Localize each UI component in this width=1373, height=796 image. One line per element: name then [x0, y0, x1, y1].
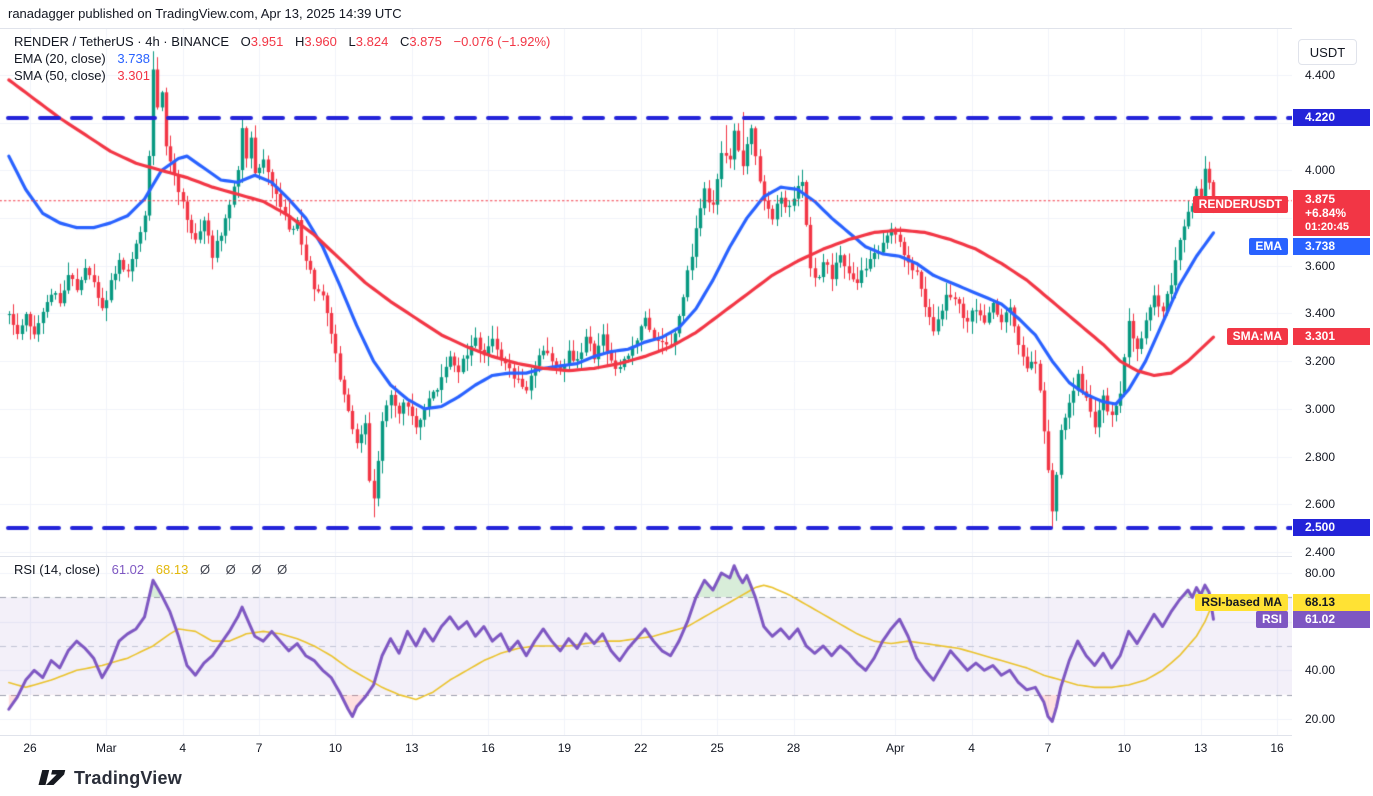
tradingview-brand-text: TradingView — [74, 767, 182, 788]
symbol-legend-row[interactable]: RENDER / TetherUS · 4h · BINANCE O3.951 … — [14, 33, 550, 50]
time-axis-tick: 13 — [1194, 741, 1208, 755]
footer-bar: TradingView — [0, 760, 1373, 796]
time-axis-separator — [0, 735, 1373, 736]
rsi-tag: RSI — [1255, 611, 1288, 629]
tradingview-logo-icon — [38, 770, 66, 785]
time-axis-tick: 26 — [23, 741, 37, 755]
rsi-axis-label: 80.00 — [1305, 566, 1336, 580]
price-axis-label: 2.400 — [1305, 544, 1336, 559]
bar-countdown: 01:20:45 — [1305, 221, 1350, 233]
price-axis-label: 3.600 — [1305, 258, 1336, 273]
sma-tag: SMA:MA — [1226, 328, 1288, 346]
time-axis-tick: 28 — [786, 741, 801, 755]
price-axis-label: 4.000 — [1305, 163, 1336, 178]
rsi-hidden-plots: Ø Ø Ø Ø — [199, 562, 294, 577]
ohlc-low-label: L — [348, 34, 356, 49]
ohlc-close-label: C — [399, 34, 410, 49]
price-axis-label: 3.000 — [1305, 401, 1336, 416]
time-axis-tick: 25 — [710, 741, 724, 755]
price-chart-canvas[interactable] — [0, 28, 1292, 735]
ohlc-close-value: 3.875 — [409, 34, 442, 49]
time-axis-tick: 7 — [255, 741, 263, 755]
rsi-label: RSI (14, close) — [14, 562, 100, 577]
ohlc-high-label: H — [294, 34, 305, 49]
rsi-value: 61.02 — [111, 562, 145, 577]
main-chart-legend: RENDER / TetherUS · 4h · BINANCE O3.951 … — [14, 33, 550, 84]
symbol-tag: RENDERUSDT — [1192, 196, 1288, 213]
ema-tag: EMA — [1249, 238, 1288, 255]
ema-label: EMA (20, close) — [14, 51, 106, 66]
time-axis-tick: 22 — [634, 741, 648, 755]
price-axis-label: 3.200 — [1305, 354, 1336, 369]
rsi-axis-label: 20.00 — [1305, 711, 1336, 726]
pane-separator[interactable] — [0, 556, 1292, 557]
ema-value: 3.738 — [117, 51, 150, 66]
currency-toggle-button[interactable]: USDT — [1298, 39, 1357, 65]
price-change-percent: +6.84% — [1305, 206, 1347, 220]
time-axis-tick: 10 — [328, 741, 343, 755]
rsi-legend[interactable]: RSI (14, close) 61.02 68.13 Ø Ø Ø Ø — [14, 562, 293, 577]
time-axis-tick: 7 — [1044, 741, 1052, 755]
ohlc-change: −0.076 (−1.92%) — [453, 34, 551, 49]
time-axis-tick: 16 — [481, 741, 495, 755]
sma-label: SMA (50, close) — [14, 68, 106, 83]
tradingview-brand[interactable]: TradingView — [34, 767, 182, 789]
time-axis-tick: 4 — [179, 741, 187, 755]
chart-top-separator — [0, 28, 1373, 29]
time-axis-tick: 19 — [557, 741, 572, 755]
last-price-value: 3.875 — [1305, 192, 1336, 206]
time-axis-tick: 10 — [1117, 741, 1132, 755]
ohlc-open-value: 3.951 — [250, 34, 284, 49]
time-axis-tick: 16 — [1270, 741, 1284, 755]
time-axis-tick: Mar — [96, 741, 117, 755]
rsi-ma-tag: RSI-based MA — [1195, 593, 1288, 611]
level-price-badge: 4.220 — [1293, 109, 1370, 126]
rsi-ma-value-badge: 68.13 — [1293, 593, 1370, 611]
last-price-badge: 3.875 +6.84% 01:20:45 — [1293, 190, 1370, 236]
ema-legend-row[interactable]: EMA (20, close) 3.738 — [14, 50, 550, 67]
price-axis-label: 4.400 — [1305, 68, 1336, 83]
price-axis-label: 2.800 — [1305, 449, 1336, 464]
price-axis-label: 2.600 — [1305, 497, 1336, 512]
price-axis-label: 3.400 — [1305, 306, 1336, 321]
time-axis-tick: Apr — [885, 741, 905, 755]
ohlc-high-value: 3.960 — [304, 34, 337, 49]
level-price-badge: 2.500 — [1293, 519, 1370, 537]
price-axis[interactable]: USDT 4.400 4.000 3.600 3.400 3.200 3.000 2.800… — [1292, 28, 1373, 760]
sma-legend-row[interactable]: SMA (50, close) 3.301 — [14, 67, 550, 84]
time-axis-tick: 4 — [968, 741, 975, 755]
sma-value: 3.301 — [117, 68, 150, 83]
symbol-title[interactable]: RENDER / TetherUS · 4h · BINANCE — [14, 34, 230, 49]
rsi-ma-value: 68.13 — [155, 562, 189, 577]
rsi-value-badge: 61.02 — [1293, 611, 1370, 629]
ema-value-badge: 3.738 — [1293, 238, 1370, 255]
rsi-axis-label: 40.00 — [1305, 663, 1336, 678]
ohlc-open-label: O — [240, 34, 251, 49]
time-axis[interactable]: 26 Mar 4 7 10 13 16 19 22 25 28 Apr 4 7 10 13 16 — [0, 735, 1292, 760]
sma-value-badge: 3.301 — [1293, 328, 1370, 346]
ohlc-low-value: 3.824 — [355, 34, 389, 49]
attribution-header: ranadagger published on TradingView.com,… — [8, 6, 402, 21]
time-axis-tick: 13 — [405, 741, 419, 755]
